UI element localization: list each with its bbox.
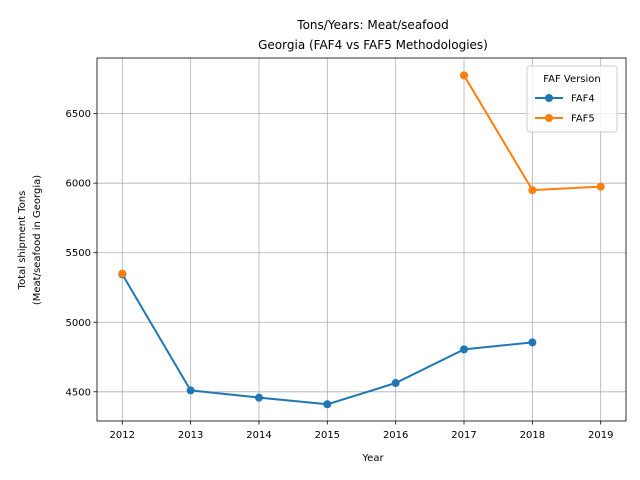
legend-label-faf4: FAF4 — [571, 94, 595, 105]
legend-marker-faf4 — [545, 94, 553, 102]
y-tick-label: 6000 — [66, 179, 91, 190]
x-tick-label: 2012 — [110, 430, 135, 441]
x-tick-label: 2015 — [315, 430, 340, 441]
data-point-faf5 — [118, 269, 127, 278]
y-axis-title-line1: Total shipment Tons — [17, 191, 28, 291]
x-tick-label: 2017 — [451, 430, 476, 441]
data-point-faf5 — [460, 71, 469, 80]
data-point-faf5 — [596, 182, 605, 191]
y-tick-label: 6500 — [66, 109, 91, 120]
x-axis: 2012 2013 2014 2015 2016 2017 2018 2019 — [110, 421, 613, 441]
legend: FAF Version FAF4 FAF5 — [526, 65, 618, 133]
legend-title: FAF Version — [543, 74, 600, 85]
y-tick-label: 5500 — [66, 248, 91, 259]
series-faf5 — [118, 71, 605, 278]
data-point-faf4 — [391, 379, 400, 388]
series-layer — [118, 71, 605, 409]
legend-marker-faf5 — [545, 114, 553, 122]
x-tick-label: 2019 — [588, 430, 613, 441]
x-axis-title: Year — [361, 453, 384, 464]
legend-item-faf4: FAF4 — [535, 94, 595, 105]
y-tick-label: 5000 — [66, 318, 91, 329]
data-point-faf4 — [323, 400, 332, 409]
y-axis-title-line2: (Meat/seafood in Georgia) — [32, 175, 43, 305]
plot-frame — [96, 57, 627, 422]
data-point-faf5 — [528, 186, 537, 195]
data-point-faf4 — [186, 386, 195, 395]
data-point-faf4 — [528, 338, 537, 347]
chart-title-line2: Georgia (FAF4 vs FAF5 Methodologies) — [258, 38, 488, 52]
legend-items: FAF4 FAF5 — [535, 94, 595, 125]
data-point-faf4 — [254, 393, 263, 402]
chart-title-line1: Tons/Years: Meat/seafood — [296, 18, 448, 32]
y-axis: 4500 5000 5500 6000 6500 — [66, 109, 97, 398]
y-tick-label: 4500 — [66, 387, 91, 398]
x-tick-label: 2014 — [246, 430, 271, 441]
x-tick-label: 2016 — [383, 430, 408, 441]
x-tick-label: 2018 — [520, 430, 545, 441]
data-point-faf4 — [460, 345, 469, 354]
x-tick-label: 2013 — [178, 430, 203, 441]
legend-item-faf5: FAF5 — [535, 114, 595, 125]
legend-label-faf5: FAF5 — [571, 114, 595, 125]
